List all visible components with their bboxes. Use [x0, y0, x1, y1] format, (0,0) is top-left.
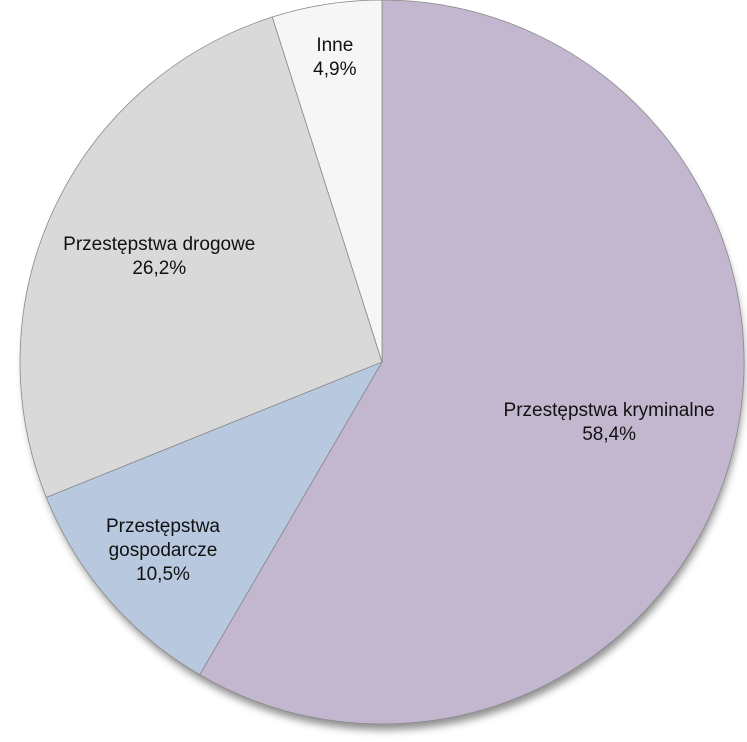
pie-slice	[199, 0, 745, 725]
slice-value: 58,4%	[582, 424, 637, 446]
pie-slice	[271, 0, 383, 363]
slice-name: Przestępstwa gospodarcze	[105, 516, 220, 562]
pie-slice	[45, 361, 383, 676]
slice-label: Przestępstwa kryminalne 58,4%	[479, 399, 739, 447]
slice-name: Przestępstwa drogowe	[63, 234, 256, 256]
slice-name: Inne	[316, 34, 354, 56]
slice-value: 4,9%	[313, 58, 357, 80]
slice-label: Inne 4,9%	[295, 34, 375, 82]
slice-value: 10,5%	[136, 564, 190, 586]
slice-value: 26,2%	[132, 258, 187, 280]
slice-label: Przestępstwa drogowe 26,2%	[29, 233, 289, 281]
slice-name: Przestępstwa kryminalne	[503, 400, 715, 422]
slice-label: Przestępstwa gospodarcze 10,5%	[88, 515, 238, 587]
pie-slice	[19, 16, 383, 498]
